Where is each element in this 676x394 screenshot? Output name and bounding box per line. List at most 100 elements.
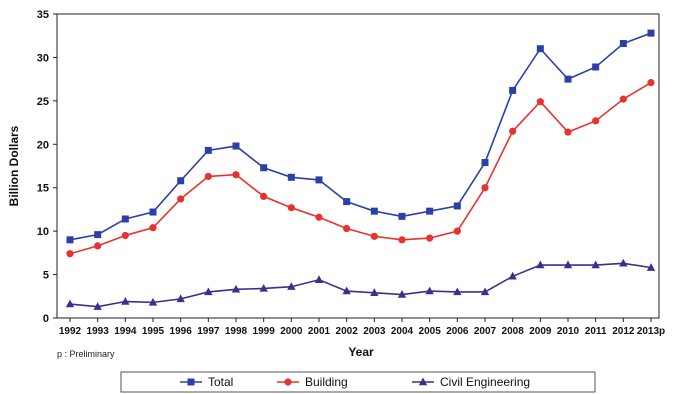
- data-point-building: [287, 204, 295, 212]
- data-point-total: [509, 86, 517, 94]
- data-point-civil-engineering: [65, 299, 75, 308]
- x-tick-label: 2008: [502, 326, 525, 337]
- data-point-civil-engineering: [148, 297, 158, 306]
- x-tick-label: 1996: [170, 326, 193, 337]
- series-building: [66, 79, 655, 258]
- data-point-civil-engineering: [231, 284, 241, 293]
- data-point-building: [453, 227, 461, 235]
- x-axis: 1992 1993 1994 1995 1996 1997 1998 1999 2000 2001…: [59, 318, 665, 337]
- data-point-civil-engineering: [591, 260, 600, 269]
- data-point-civil-engineering: [646, 263, 656, 271]
- y-tick-label: 0: [43, 313, 49, 325]
- y-axis: 0 5 10 15 20 25 30 35: [37, 9, 57, 325]
- data-point-total: [426, 207, 434, 215]
- data-point-civil-engineering: [93, 302, 102, 310]
- preliminary-note: p : Preliminary: [57, 349, 115, 359]
- data-point-civil-engineering: [204, 287, 213, 296]
- data-point-total: [204, 146, 212, 154]
- data-point-building: [343, 224, 351, 233]
- data-point-civil-engineering: [508, 271, 517, 280]
- x-tick-label: 2004: [391, 326, 414, 337]
- x-tick-label: 1997: [197, 326, 220, 337]
- data-point-building: [177, 195, 185, 203]
- data-point-total: [287, 173, 295, 181]
- data-point-building: [315, 213, 323, 221]
- data-point-building: [121, 231, 129, 240]
- data-point-civil-engineering: [287, 282, 296, 290]
- data-point-building: [536, 98, 544, 106]
- data-point-civil-engineering: [370, 288, 379, 297]
- data-point-building: [509, 127, 517, 135]
- series-total: [66, 29, 655, 244]
- legend-marker: [187, 378, 195, 386]
- data-point-building: [647, 79, 655, 87]
- legend-item-civil-engineering: Civil Engineering: [412, 375, 530, 389]
- data-point-total: [232, 142, 240, 150]
- data-point-building: [426, 234, 434, 242]
- y-tick-label: 20: [37, 139, 49, 151]
- data-point-total: [66, 236, 74, 244]
- data-point-building: [66, 250, 74, 258]
- data-point-civil-engineering: [176, 294, 185, 303]
- data-point-building: [398, 236, 406, 244]
- legend-item-total: Total: [180, 375, 233, 389]
- data-point-civil-engineering: [259, 283, 268, 292]
- data-point-civil-engineering: [563, 260, 573, 269]
- legend-marker: [418, 377, 428, 386]
- data-point-building: [94, 242, 102, 250]
- data-point-total: [149, 208, 157, 216]
- data-point-total: [564, 75, 572, 83]
- data-point-civil-engineering: [619, 258, 628, 267]
- data-point-civil-engineering: [314, 275, 324, 283]
- data-point-building: [564, 128, 572, 136]
- data-point-total: [619, 40, 627, 48]
- data-point-building: [204, 172, 212, 181]
- data-point-total: [481, 159, 489, 167]
- x-tick-label: 2006: [446, 326, 469, 337]
- x-tick-label: 2002: [336, 326, 359, 337]
- data-point-building: [619, 95, 627, 103]
- legend-item-building: Building: [277, 375, 348, 389]
- x-tick-label: 2001: [308, 326, 331, 337]
- y-tick-label: 5: [43, 270, 49, 282]
- series-civil-engineering: [65, 258, 656, 310]
- data-point-civil-engineering: [536, 260, 545, 269]
- data-point-total: [398, 212, 406, 220]
- x-tick-label: 1993: [87, 326, 110, 337]
- data-point-total: [370, 207, 378, 215]
- legend-label: Building: [305, 375, 348, 389]
- legend-marker: [284, 378, 292, 386]
- y-tick-label: 10: [37, 226, 49, 238]
- data-point-total: [315, 176, 323, 184]
- x-axis-title: Year: [348, 345, 374, 359]
- data-point-total: [94, 231, 102, 239]
- x-tick-label: 2012: [612, 326, 635, 337]
- series-line-civil-engineering: [69, 262, 652, 308]
- data-point-building: [149, 224, 157, 232]
- data-point-civil-engineering: [453, 287, 462, 296]
- series-line-total: [69, 32, 652, 241]
- data-point-total: [647, 29, 655, 37]
- x-tick-label: 2000: [280, 326, 303, 337]
- x-tick-label: 2007: [474, 326, 497, 337]
- legend-label: Total: [208, 375, 233, 389]
- data-point-building: [232, 171, 240, 179]
- x-tick-label: 2009: [529, 326, 552, 337]
- data-point-total: [177, 177, 185, 185]
- series-group: [65, 29, 656, 310]
- legend: Total Building Civil Engineering: [180, 375, 530, 389]
- x-tick-label: 2010: [557, 326, 580, 337]
- data-point-building: [370, 232, 378, 240]
- y-tick-label: 35: [37, 9, 49, 21]
- x-tick-label: 2005: [419, 326, 442, 337]
- series-line-building: [69, 81, 652, 255]
- data-point-civil-engineering: [342, 286, 351, 295]
- data-point-civil-engineering: [397, 290, 407, 298]
- data-point-total: [536, 45, 544, 53]
- x-tick-label: 1994: [114, 326, 137, 337]
- plot-frame: [56, 13, 660, 319]
- data-point-building: [260, 192, 268, 200]
- data-point-civil-engineering: [121, 296, 130, 305]
- data-point-total: [343, 198, 351, 206]
- y-tick-label: 25: [37, 96, 49, 108]
